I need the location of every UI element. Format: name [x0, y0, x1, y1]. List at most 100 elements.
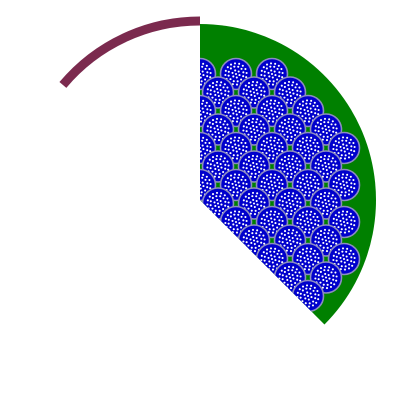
strand-dot	[299, 185, 302, 188]
strand-dot	[299, 218, 302, 221]
strand-dot	[307, 224, 310, 227]
strand-dot	[314, 149, 317, 152]
strand-dot	[308, 117, 311, 120]
strand-dot	[277, 101, 280, 104]
strand-dot	[200, 150, 202, 153]
strand-dot	[299, 127, 302, 130]
strand-dot	[283, 230, 287, 233]
strand-dot	[238, 136, 241, 139]
strand-dot	[306, 106, 309, 109]
strand-dot	[349, 212, 352, 215]
strand-dot	[312, 300, 315, 303]
strand-dot	[311, 304, 315, 307]
strand-dot	[346, 259, 349, 262]
strand-dot	[307, 261, 310, 264]
strand-dot	[276, 78, 279, 81]
strand-dot	[281, 126, 284, 129]
strand-dot	[328, 277, 331, 280]
strand-dot	[280, 121, 283, 124]
strand-dot	[346, 222, 349, 225]
strand-dot	[240, 104, 243, 107]
strand-dot	[283, 159, 286, 163]
strand-dot	[332, 147, 335, 151]
strand-dot	[220, 192, 223, 195]
strand-dot	[227, 168, 230, 171]
strand-dot	[273, 218, 276, 221]
strand-dot	[268, 80, 271, 83]
strand-dot	[235, 224, 238, 227]
strand-dot	[224, 69, 227, 72]
strand-dot	[351, 264, 354, 267]
strand-dot	[265, 115, 268, 118]
strand-dot	[260, 237, 263, 240]
strand-dot	[352, 178, 355, 182]
strand-dot	[289, 206, 292, 209]
strand-dot	[244, 104, 247, 108]
strand-dot	[353, 224, 356, 227]
strand-dot	[298, 123, 301, 126]
strand-dot	[309, 287, 312, 290]
strand-dot	[232, 186, 235, 189]
strand-dot	[271, 113, 274, 116]
strand-dot	[258, 244, 261, 248]
strand-dot	[326, 246, 329, 249]
strand-dot	[213, 90, 216, 93]
strand-dot	[244, 141, 247, 145]
strand-dot	[263, 218, 266, 221]
strand-dot	[235, 194, 239, 197]
strand-dot	[337, 263, 340, 266]
strand-dot	[291, 121, 294, 124]
strand-dot	[343, 187, 346, 190]
strand-dot	[280, 269, 283, 272]
strand-dot	[283, 267, 287, 270]
strand-dot	[298, 103, 301, 106]
strand-dot	[301, 300, 304, 303]
strand-dot	[309, 213, 312, 216]
strand-dot	[291, 158, 294, 161]
strand-dot	[209, 89, 212, 92]
strand-dot	[308, 191, 311, 194]
strand-dot	[335, 275, 338, 278]
strand-dot	[263, 70, 266, 73]
strand-dot	[237, 181, 240, 184]
strand-dot	[346, 173, 349, 176]
strand-dot	[322, 241, 325, 245]
strand-dot	[314, 273, 317, 276]
strand-dot	[325, 213, 329, 216]
strand-dot	[209, 145, 212, 149]
strand-dot	[291, 236, 294, 240]
strand-dot	[270, 217, 273, 220]
strand-dot	[296, 106, 299, 109]
strand-dot	[202, 74, 205, 77]
strand-dot	[330, 207, 333, 211]
strand-dot	[272, 80, 275, 83]
strand-dot	[299, 292, 302, 295]
strand-dot	[217, 139, 221, 142]
strand-dot	[215, 84, 218, 87]
strand-dot	[337, 252, 340, 255]
strand-dot	[353, 261, 356, 264]
strand-dot	[232, 228, 235, 231]
strand-dot	[277, 212, 280, 215]
strand-dot	[296, 130, 299, 133]
strand-dot	[314, 186, 317, 189]
strand-dot	[289, 95, 292, 98]
strand-dot	[309, 107, 312, 110]
strand-dot	[250, 204, 253, 208]
strand-dot	[260, 221, 263, 225]
strand-dot	[281, 71, 284, 75]
strand-dot	[260, 200, 263, 203]
strand-dot	[283, 207, 286, 210]
strand-dot	[294, 133, 297, 137]
strand-dot	[249, 238, 252, 241]
strand-dot	[224, 143, 227, 146]
strand-dot	[234, 217, 237, 220]
strand-dot	[301, 137, 305, 140]
strand-dot	[265, 141, 268, 144]
strand-dot	[323, 195, 326, 198]
strand-dot	[250, 93, 253, 97]
strand-dot	[306, 143, 309, 146]
strand-dot	[223, 120, 226, 123]
strand-dot	[263, 168, 266, 171]
strand-dot	[274, 111, 277, 114]
